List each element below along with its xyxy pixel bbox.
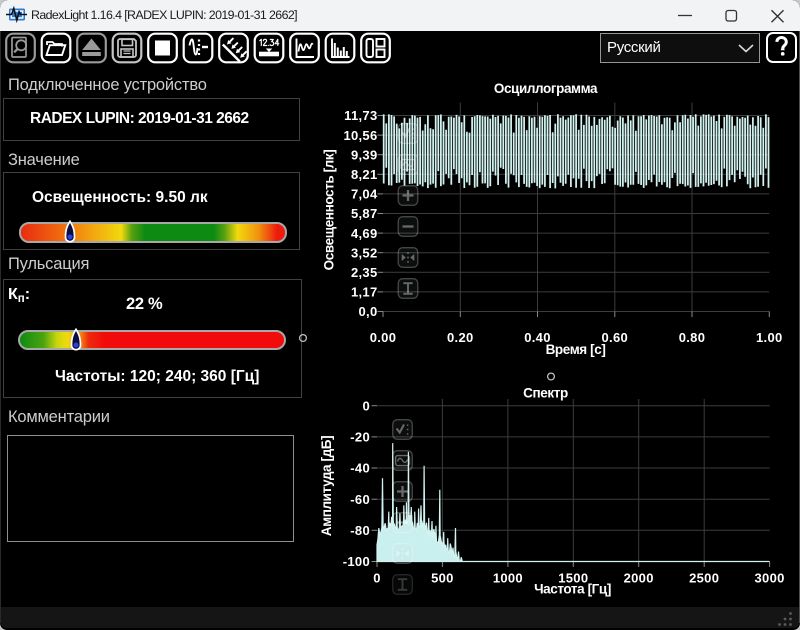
svg-text:3,52: 3,52 [351,245,378,260]
svg-text:-60: -60 [350,492,370,507]
svg-text:10,56: 10,56 [343,128,377,143]
svg-text:Освещенность [лк]: Освещенность [лк] [322,150,337,271]
svg-text:0.20: 0.20 [447,330,474,345]
svg-text:11,73: 11,73 [344,108,377,123]
svg-text:4,69: 4,69 [351,226,378,241]
svg-text:1000: 1000 [493,571,523,586]
svg-text:Частота [Гц]: Частота [Гц] [534,582,611,597]
svg-text:0.00: 0.00 [370,330,397,345]
svg-text:0,0: 0,0 [359,304,378,319]
svg-text:-100: -100 [343,554,370,569]
svg-text:Амплитуда [дБ]: Амплитуда [дБ] [319,436,334,536]
svg-text:-80: -80 [350,523,370,538]
svg-text:7,04: 7,04 [351,187,378,202]
svg-text:500: 500 [431,571,454,586]
svg-text:Осциллограмма: Осциллограмма [494,81,598,96]
svg-text:1,17: 1,17 [351,285,378,300]
svg-text:1.00: 1.00 [756,330,783,345]
svg-text:-40: -40 [350,461,370,476]
svg-text:0.60: 0.60 [602,330,629,345]
svg-text:-20: -20 [350,430,370,445]
svg-text:Время [с]: Время [с] [546,342,606,357]
svg-text:5,87: 5,87 [351,206,378,221]
svg-text:Спектр: Спектр [523,386,568,401]
svg-text:0: 0 [362,398,370,413]
svg-text:2000: 2000 [624,571,654,586]
svg-text:0: 0 [373,571,381,586]
svg-text:2,35: 2,35 [351,265,378,280]
svg-text:2500: 2500 [689,571,719,586]
svg-text:9,39: 9,39 [351,147,378,162]
svg-text:1500: 1500 [558,571,588,586]
svg-text:3000: 3000 [755,571,785,586]
svg-text:0.40: 0.40 [524,330,551,345]
svg-text:0.80: 0.80 [679,330,706,345]
svg-text:8,21: 8,21 [351,167,378,182]
